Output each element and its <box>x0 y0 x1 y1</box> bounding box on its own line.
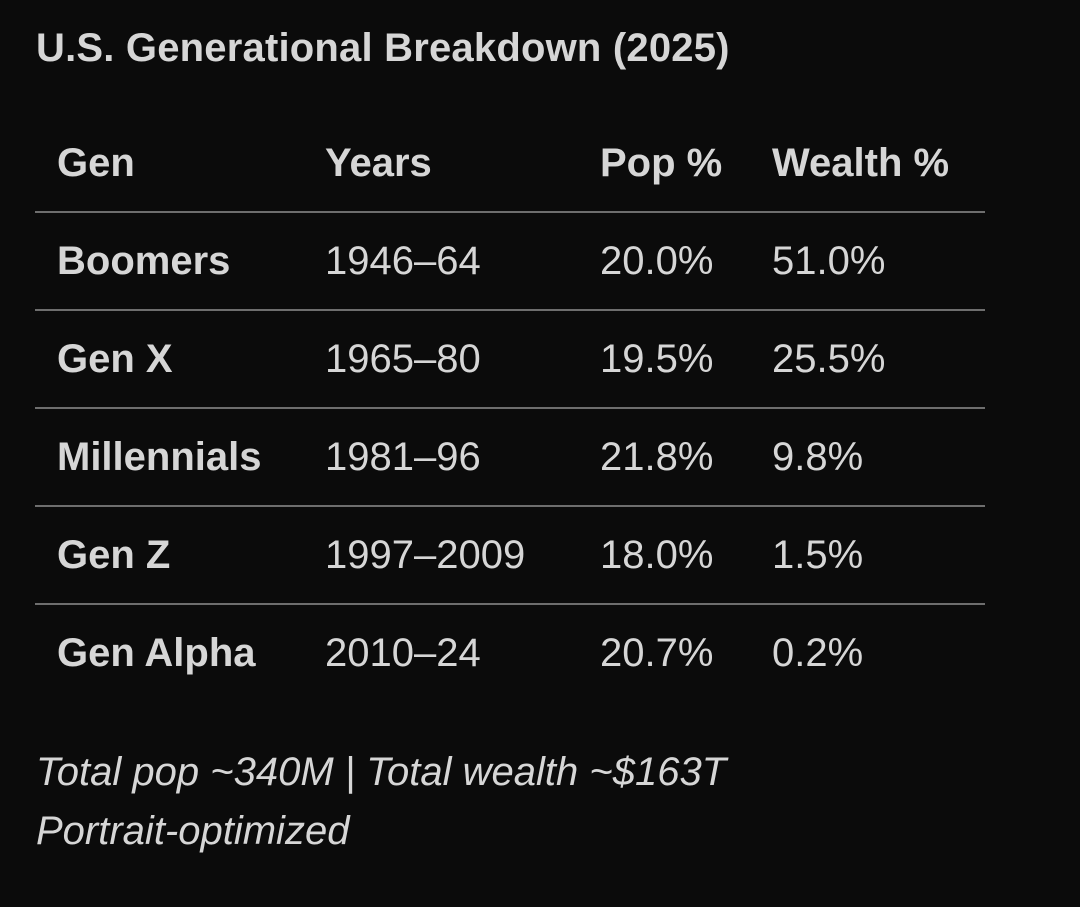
cell-pop-pct: 19.5% <box>600 336 714 381</box>
cell-gen: Gen X <box>57 336 173 381</box>
table-row-gen-alpha: Gen Alpha 2010–24 20.7% 0.2% <box>35 604 985 701</box>
cell-wealth-pct: 25.5% <box>772 336 886 381</box>
footer-totals: Total pop ~340M | Total wealth ~$163T <box>36 750 727 794</box>
cell-pop-pct: 20.7% <box>600 630 714 675</box>
cell-years: 1997–2009 <box>325 532 526 577</box>
cell-years: 1965–80 <box>325 336 481 381</box>
cell-years: 1981–96 <box>325 434 481 479</box>
table-row-millennials: Millennials 1981–96 21.8% 9.8% <box>35 408 985 506</box>
column-header-gen: Gen <box>57 140 135 185</box>
cell-wealth-pct: 0.2% <box>772 630 864 675</box>
table-row-gen-x: Gen X 1965–80 19.5% 25.5% <box>35 310 985 408</box>
column-header-years: Years <box>325 140 432 185</box>
table-row-gen-z: Gen Z 1997–2009 18.0% 1.5% <box>35 506 985 604</box>
page-title: U.S. Generational Breakdown (2025) <box>36 26 730 70</box>
cell-gen: Boomers <box>57 238 231 283</box>
cell-pop-pct: 20.0% <box>600 238 714 283</box>
cell-wealth-pct: 9.8% <box>772 434 864 479</box>
cell-years: 1946–64 <box>325 238 481 283</box>
cell-gen: Millennials <box>57 434 262 479</box>
cell-gen: Gen Z <box>57 532 171 577</box>
cell-pop-pct: 21.8% <box>600 434 714 479</box>
generations-table: Gen Years Pop % Wealth % Boomers 1946–64… <box>35 115 985 701</box>
cell-years: 2010–24 <box>325 630 481 675</box>
cell-wealth-pct: 1.5% <box>772 532 864 577</box>
column-header-pop-pct: Pop % <box>600 140 723 185</box>
cell-wealth-pct: 51.0% <box>772 238 886 283</box>
table-header-row: Gen Years Pop % Wealth % <box>35 115 985 212</box>
column-header-wealth-pct: Wealth % <box>772 140 950 185</box>
cell-pop-pct: 18.0% <box>600 532 714 577</box>
page: U.S. Generational Breakdown (2025) Gen Y… <box>0 24 1080 907</box>
cell-gen: Gen Alpha <box>57 630 256 675</box>
table-row-boomers: Boomers 1946–64 20.0% 51.0% <box>35 212 985 310</box>
footer-orientation: Portrait-optimized <box>36 809 350 853</box>
footer-note: Total pop ~340M | Total wealth ~$163T Po… <box>36 743 1080 861</box>
